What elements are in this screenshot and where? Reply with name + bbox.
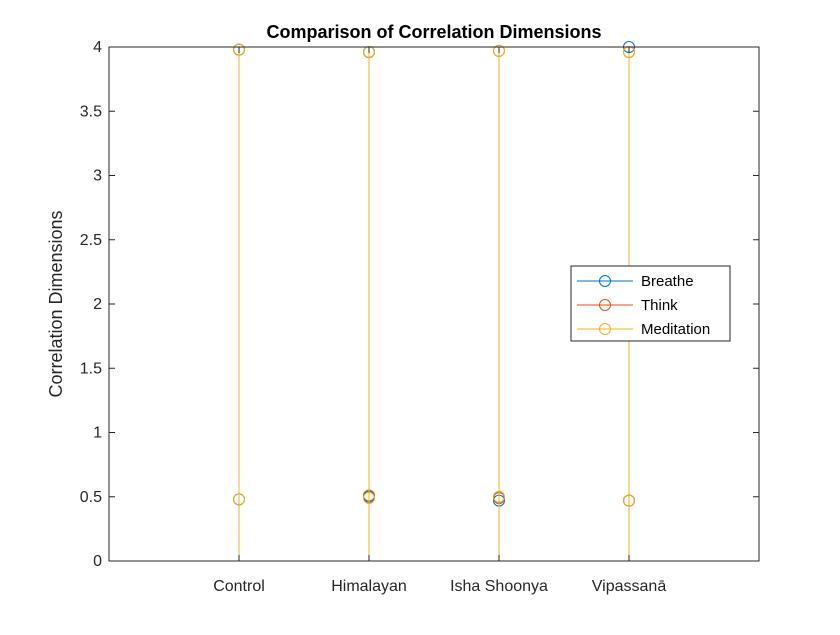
data-point-marker bbox=[493, 490, 505, 503]
legend-marker bbox=[599, 323, 611, 335]
x-tick-label: Isha Shoonya bbox=[450, 578, 548, 595]
legend-label: Breathe bbox=[641, 273, 694, 290]
y-tick-label: 0.5 bbox=[80, 489, 102, 506]
y-tick-label: 0 bbox=[93, 553, 102, 570]
y-tick-label: 3.5 bbox=[80, 103, 102, 120]
axes: 0 0.5 1 1.5 2 2.5 3 3.5 4 Control Himalayan Isha Sh… bbox=[80, 39, 759, 595]
x-tick-label: Control bbox=[213, 578, 265, 595]
data-point-marker bbox=[363, 492, 375, 505]
data-point-marker bbox=[623, 494, 635, 507]
data-point-marker bbox=[233, 493, 245, 506]
y-axis-label: Correlation Dimensions bbox=[46, 210, 66, 397]
chart-title: Comparison of Correlation Dimensions bbox=[266, 22, 601, 42]
x-tick-label: Himalayan bbox=[331, 578, 407, 595]
x-tick-label: Vipassanā bbox=[592, 578, 667, 595]
legend: Breathe Think Meditation bbox=[570, 265, 731, 342]
legend-label: Meditation bbox=[641, 321, 710, 338]
y-tick-label: 2 bbox=[93, 296, 102, 313]
y-tick-label: 1.5 bbox=[80, 360, 102, 377]
y-tick-label: 1 bbox=[93, 425, 102, 442]
y-tick-label: 3 bbox=[93, 168, 102, 185]
data-point-marker bbox=[493, 44, 505, 57]
legend-label: Think bbox=[641, 297, 678, 314]
y-tick-label: 4 bbox=[93, 39, 102, 56]
legend-marker bbox=[599, 299, 611, 311]
data-point-marker bbox=[233, 43, 245, 56]
y-tick-label: 2.5 bbox=[80, 232, 102, 249]
legend-marker bbox=[599, 275, 611, 287]
